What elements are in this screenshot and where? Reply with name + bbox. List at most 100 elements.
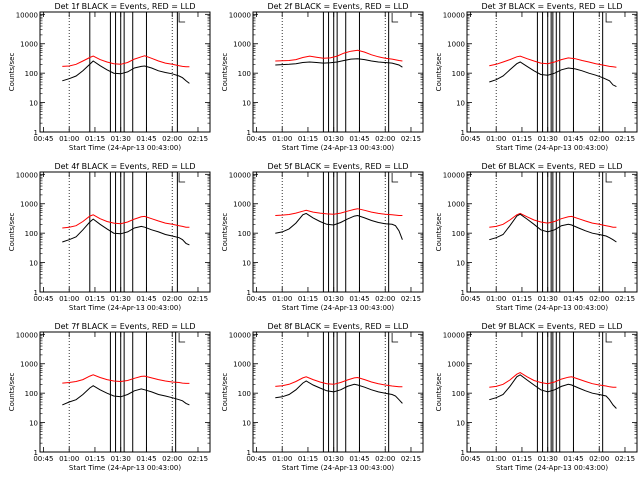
x-axis-label: Start Time (24-Apr-13 00:43:00) <box>496 464 608 472</box>
panel-title: Det 1f BLACK = Events, RED = LLD <box>54 2 195 11</box>
y-axis-label: Counts/sec <box>435 373 443 412</box>
plot-frame <box>39 11 211 133</box>
x-axis-label: Start Time (24-Apr-13 00:43:00) <box>496 144 608 152</box>
y-tick-label: 1 <box>34 449 38 457</box>
x-tick-label: 01:30 <box>324 135 344 143</box>
y-tick-label: 10000 <box>229 331 251 339</box>
x-tick-label: 01:15 <box>298 455 318 463</box>
events-series-line <box>489 374 617 409</box>
x-tick-label: 02:15 <box>188 455 208 463</box>
x-tick-label: 02:00 <box>375 135 395 143</box>
x-axis-label: Start Time (24-Apr-13 00:43:00) <box>282 144 394 152</box>
panel-title: Det 8f BLACK = Events, RED = LLD <box>267 322 408 331</box>
x-tick-label: 00:45 <box>246 455 266 463</box>
events-series-line <box>62 385 190 406</box>
y-tick-label: 1000 <box>447 201 465 209</box>
y-tick-label: 1000 <box>233 41 251 49</box>
x-tick-label: 02:15 <box>188 135 208 143</box>
lld-series-line <box>275 376 403 388</box>
y-tick-label: 1000 <box>20 361 38 369</box>
x-tick-label: 01:45 <box>136 455 156 463</box>
y-tick-label: 10 <box>242 420 251 428</box>
y-axis-label: Counts/sec <box>435 53 443 92</box>
panel-title: Det 6f BLACK = Events, RED = LLD <box>481 162 622 171</box>
panel-title: Det 4f BLACK = Events, RED = LLD <box>54 162 195 171</box>
panel-7: Det 7f BLACK = Events, RED = LLD 1 10 100 10… <box>8 322 211 472</box>
y-tick-label: 1 <box>461 449 465 457</box>
x-tick-label: 01:15 <box>512 135 532 143</box>
panel-title: Det 3f BLACK = Events, RED = LLD <box>481 2 622 11</box>
y-tick-label: 100 <box>452 230 465 238</box>
y-tick-label: 100 <box>25 70 38 78</box>
events-series-line <box>275 380 403 404</box>
panel-title: Det 7f BLACK = Events, RED = LLD <box>54 322 195 331</box>
plot-frame <box>252 331 424 453</box>
y-tick-label: 10000 <box>16 331 38 339</box>
x-tick-label: 00:45 <box>460 135 480 143</box>
x-tick-label: 00:45 <box>460 295 480 303</box>
x-tick-label: 01:45 <box>136 135 156 143</box>
y-axis-label: Counts/sec <box>8 213 16 252</box>
x-tick-label: 00:45 <box>460 455 480 463</box>
x-tick-label: 01:00 <box>486 455 506 463</box>
panel-5: Det 5f BLACK = Events, RED = LLD 1 10 100 10… <box>221 162 424 312</box>
x-tick-label: 02:00 <box>589 455 609 463</box>
y-tick-label: 10000 <box>16 11 38 19</box>
x-tick-label: 01:00 <box>59 295 79 303</box>
x-tick-label: 01:30 <box>538 455 558 463</box>
x-tick-label: 01:00 <box>272 455 292 463</box>
x-tick-label: 01:45 <box>136 295 156 303</box>
x-axis-label: Start Time (24-Apr-13 00:43:00) <box>282 464 394 472</box>
y-tick-label: 10000 <box>229 11 251 19</box>
y-axis-label: Counts/sec <box>435 213 443 252</box>
lld-series-line <box>275 208 403 216</box>
y-tick-label: 1 <box>461 129 465 137</box>
plot-frame <box>39 331 211 453</box>
x-tick-label: 01:45 <box>349 295 369 303</box>
x-tick-label: 00:45 <box>33 455 53 463</box>
events-series-line <box>275 58 403 68</box>
bracket-marker <box>391 173 399 183</box>
bracket-marker <box>605 173 613 183</box>
y-tick-label: 10 <box>456 420 465 428</box>
x-tick-label: 01:45 <box>349 135 369 143</box>
panel-9: Det 9f BLACK = Events, RED = LLD 1 10 100 10… <box>435 322 638 472</box>
y-tick-label: 10 <box>242 260 251 268</box>
x-tick-label: 00:45 <box>33 295 53 303</box>
lld-series-line <box>275 49 403 62</box>
y-tick-label: 1 <box>461 289 465 297</box>
events-series-line <box>489 213 617 243</box>
y-axis-label: Counts/sec <box>221 53 229 92</box>
x-tick-label: 01:45 <box>563 295 583 303</box>
x-axis-label: Start Time (24-Apr-13 00:43:00) <box>282 304 394 312</box>
x-axis-label: Start Time (24-Apr-13 00:43:00) <box>496 304 608 312</box>
panel-title: Det 2f BLACK = Events, RED = LLD <box>267 2 408 11</box>
y-tick-label: 100 <box>25 230 38 238</box>
x-tick-label: 01:15 <box>85 455 105 463</box>
y-tick-label: 100 <box>452 390 465 398</box>
y-tick-label: 10 <box>456 100 465 108</box>
x-tick-label: 01:30 <box>111 295 131 303</box>
plot-frame <box>466 331 638 453</box>
x-tick-label: 02:00 <box>162 295 182 303</box>
events-series-line <box>275 212 403 240</box>
x-tick-label: 01:30 <box>111 455 131 463</box>
y-tick-label: 100 <box>452 70 465 78</box>
bracket-marker <box>178 333 186 343</box>
panel-2: Det 2f BLACK = Events, RED = LLD 1 10 100 10… <box>221 2 424 152</box>
x-tick-label: 00:45 <box>246 295 266 303</box>
lld-series-line <box>489 55 617 68</box>
y-tick-label: 1 <box>247 289 251 297</box>
x-tick-label: 01:30 <box>538 135 558 143</box>
y-axis-label: Counts/sec <box>221 373 229 412</box>
y-tick-label: 1 <box>34 129 38 137</box>
plot-frame <box>252 171 424 293</box>
y-tick-label: 1000 <box>20 201 38 209</box>
x-tick-label: 02:00 <box>375 295 395 303</box>
y-tick-label: 100 <box>25 390 38 398</box>
x-tick-label: 02:15 <box>401 295 421 303</box>
y-tick-label: 1000 <box>233 361 251 369</box>
x-tick-label: 01:30 <box>538 295 558 303</box>
plot-frame <box>252 11 424 133</box>
